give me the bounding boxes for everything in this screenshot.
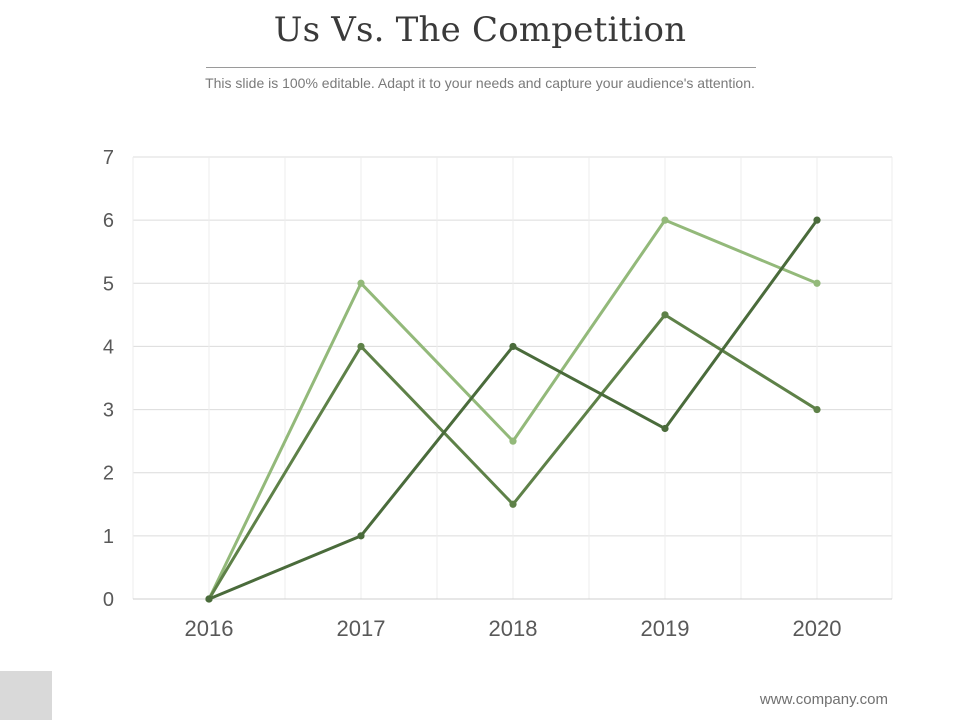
data-point-series-1	[813, 279, 821, 287]
data-point-series-2	[357, 342, 365, 351]
data-point-series-2	[661, 311, 669, 319]
data-point-series-3	[205, 595, 213, 603]
data-point-series-2	[509, 500, 517, 508]
x-tick-label: 2018	[489, 616, 538, 641]
x-tick-label: 2017	[337, 616, 386, 641]
footer-url: www.company.com	[759, 691, 888, 708]
data-point-series-3	[661, 424, 669, 433]
data-point-series-3	[509, 342, 517, 351]
x-tick-label: 2019	[641, 616, 690, 641]
data-point-series-1	[661, 216, 669, 224]
slide-title: Us Vs. The Competition	[273, 10, 687, 50]
x-tick-label: 2016	[185, 616, 234, 641]
y-tick-label: 2	[103, 463, 114, 485]
y-tick-label: 3	[103, 400, 114, 422]
y-tick-label: 4	[103, 336, 114, 358]
corner-decoration	[0, 671, 52, 720]
y-tick-label: 6	[103, 210, 114, 232]
y-axis-tick-labels: 0 1 2 3 4 5 6 7	[103, 147, 114, 611]
data-point-series-1	[357, 279, 365, 287]
y-tick-label: 7	[103, 147, 114, 169]
x-gridlines	[132, 157, 893, 599]
x-tick-label: 2020	[793, 616, 842, 641]
x-axis-tick-labels: 2016 2017 2018 2019 2020	[185, 616, 842, 641]
series-points	[205, 216, 821, 603]
y-tick-label: 5	[103, 273, 114, 295]
slide-subtitle: This slide is 100% editable. Adapt it to…	[205, 75, 755, 91]
data-point-series-2	[813, 405, 821, 414]
data-point-series-1	[509, 437, 517, 445]
y-tick-label: 0	[103, 589, 114, 611]
title-divider	[206, 67, 756, 68]
data-point-series-3	[357, 532, 365, 540]
data-point-series-3	[813, 216, 821, 224]
y-tick-label: 1	[103, 526, 114, 548]
